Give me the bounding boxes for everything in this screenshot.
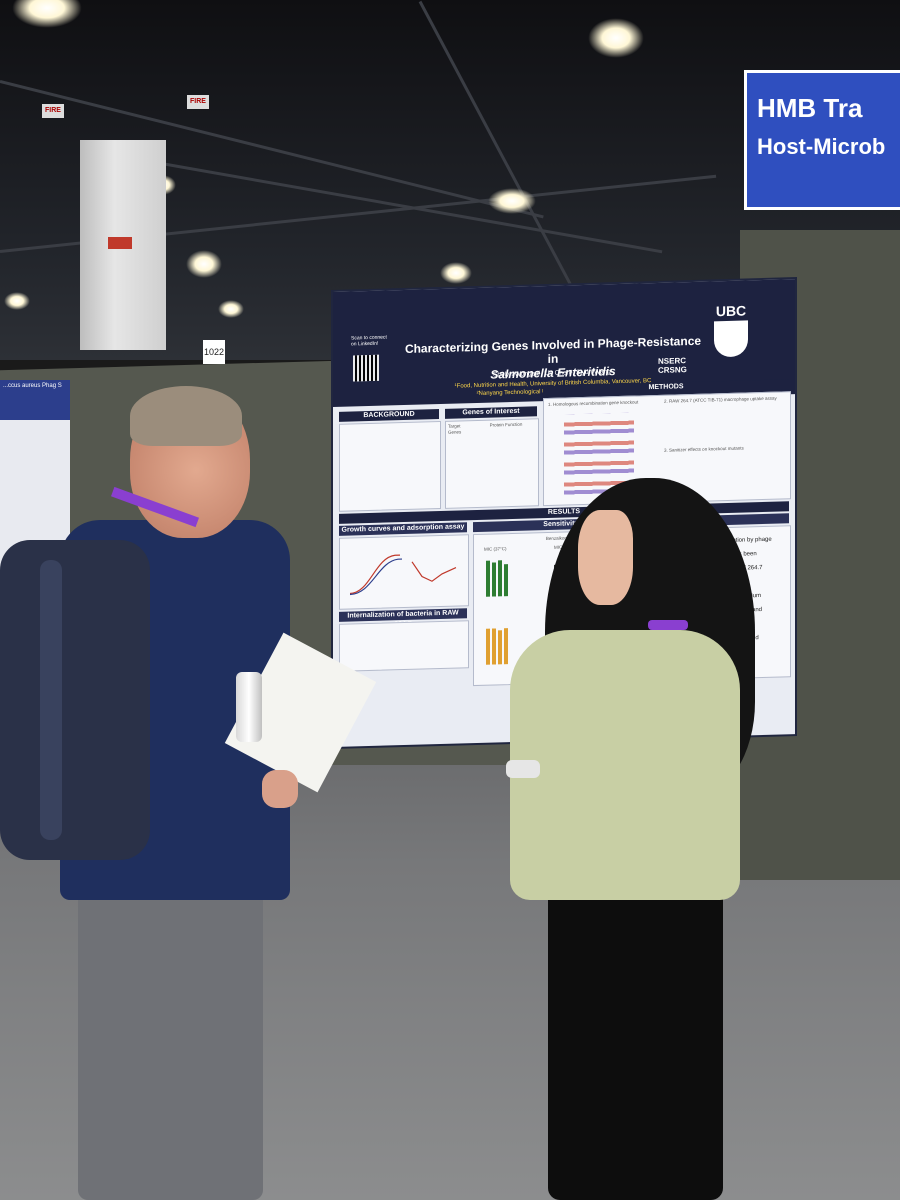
man-hair	[130, 386, 242, 446]
bar	[486, 560, 490, 597]
bar	[486, 628, 490, 665]
benz-bar-chart	[486, 556, 508, 597]
bar	[504, 628, 508, 665]
fire-sign: FIRE	[42, 104, 64, 118]
bar	[492, 628, 496, 665]
genes-table: Target Genes Protein Function	[445, 418, 539, 509]
fire-sign: FIRE	[187, 95, 209, 109]
man-hand	[262, 770, 298, 808]
qr-label: Scan to connect on LinkedIn!	[351, 334, 387, 348]
booth-number: 1022	[203, 340, 225, 364]
backpack-strap	[40, 560, 62, 840]
neighbor-poster-heading: ...ccus aureus Phag S	[0, 380, 70, 420]
research-poster: Scan to connect on LinkedIn! Characteriz…	[333, 279, 795, 747]
method-step-1: 1. Homologous recombination gene knockou…	[548, 399, 639, 407]
ubc-logo-text: UBC	[715, 302, 747, 320]
genes-heading: Genes of Interest	[445, 406, 537, 419]
pillar-marker	[108, 237, 132, 249]
background-text-block	[339, 420, 441, 512]
wristwatch	[506, 760, 540, 778]
genes-col-protein: Protein Function	[489, 421, 523, 428]
ceiling-light	[4, 292, 30, 310]
man-trousers	[78, 870, 263, 1200]
ceiling-light	[186, 250, 222, 278]
method-step-3: 3. Sanitizer effects on knockout mutants	[664, 445, 744, 453]
woman-face	[578, 510, 633, 605]
background-heading: BACKGROUND	[339, 409, 439, 422]
bar	[498, 560, 502, 597]
genes-col-target: Target Genes	[448, 423, 462, 435]
bar	[492, 562, 496, 597]
ubc-logo: UBC	[709, 302, 753, 359]
internalization-panel	[339, 620, 469, 672]
h2o2-bar-chart	[486, 624, 508, 665]
drink-can	[236, 672, 262, 742]
crsng-text: CRSNG	[658, 365, 687, 375]
sign-line-2: Host-Microb	[757, 134, 886, 159]
ubc-shield-icon	[714, 320, 748, 358]
ceiling-light	[218, 300, 244, 318]
ceiling-light	[588, 18, 644, 58]
bar	[504, 564, 508, 597]
qr-code-icon	[353, 354, 379, 382]
ceiling-light	[440, 262, 472, 284]
backpack	[0, 540, 150, 860]
ceiling-light	[488, 188, 536, 214]
bar	[498, 630, 502, 665]
nserc-logo: NSERC CRSNG	[658, 356, 687, 375]
track-sign: HMB Tra Host-Microb	[744, 70, 900, 210]
method-step-2: 2. RAW 264.7 (ATCC TIB-71) macrophage up…	[664, 395, 777, 404]
growth-curve-plot	[349, 554, 457, 596]
woman-lanyard	[648, 620, 688, 630]
woman-trousers	[548, 870, 723, 1200]
mic-label-1: MIC (37°C)	[484, 546, 507, 552]
sign-line-1: HMB Tra	[757, 93, 863, 123]
growth-curve-panel	[339, 534, 469, 610]
woman-blouse	[510, 630, 740, 900]
